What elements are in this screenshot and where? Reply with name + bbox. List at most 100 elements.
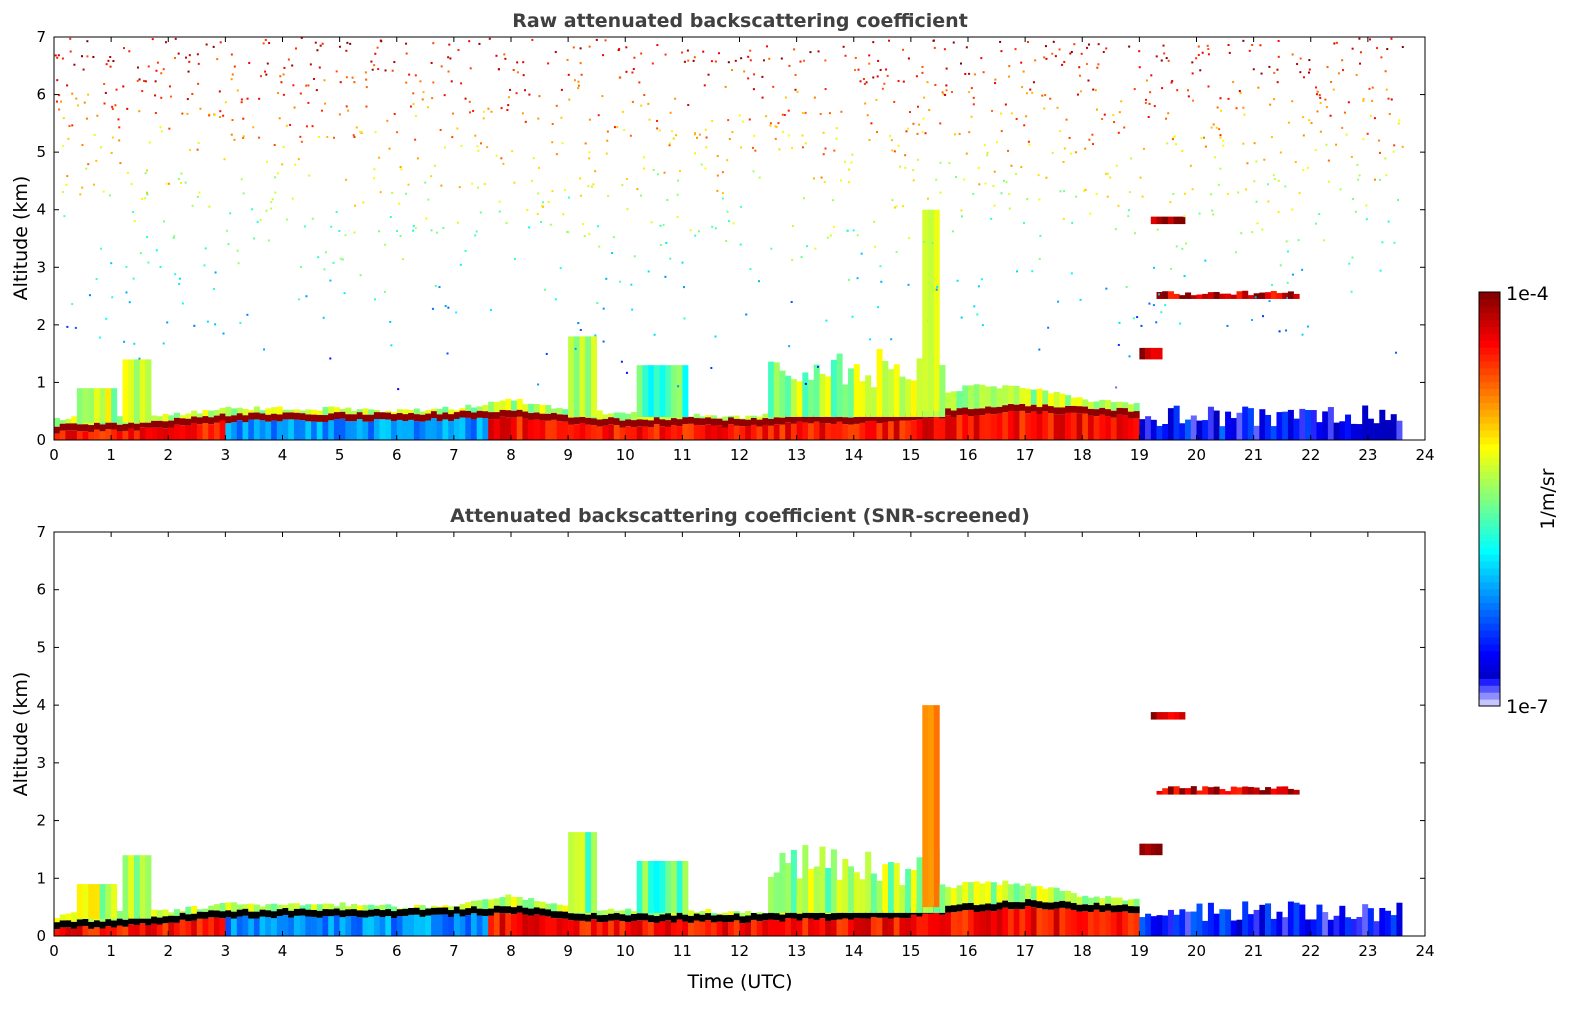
noise-pixel: [537, 193, 539, 195]
noise-pixel: [179, 278, 181, 280]
noise-pixel: [503, 53, 505, 55]
x-tick-label: 17: [1016, 446, 1035, 464]
pixel: [168, 916, 174, 923]
pixel: [602, 915, 608, 922]
noise-pixel: [785, 96, 787, 98]
noise-pixel: [1374, 117, 1376, 119]
noise-pixel: [1169, 201, 1171, 203]
noise-pixel: [339, 113, 341, 115]
pixel: [1139, 348, 1145, 360]
pixel: [620, 910, 626, 914]
pixel: [1059, 901, 1065, 908]
noise-pixel: [474, 135, 476, 137]
colorbar-cell: [1479, 651, 1500, 658]
noise-pixel: [946, 68, 948, 70]
pixel: [1025, 884, 1031, 900]
noise-pixel: [1117, 205, 1119, 207]
noise-pixel: [71, 303, 73, 305]
noise-pixel: [1362, 138, 1364, 140]
noise-pixel: [1277, 81, 1279, 83]
pixel: [642, 365, 648, 417]
noise-pixel: [424, 182, 426, 184]
pixel: [865, 919, 871, 936]
noise-pixel: [1086, 47, 1088, 49]
noise-pixel: [219, 110, 221, 112]
noise-pixel: [1038, 174, 1040, 176]
noise-pixel: [205, 247, 207, 249]
noise-pixel: [607, 131, 609, 133]
noise-pixel: [802, 112, 804, 114]
pixel: [254, 406, 260, 412]
pixel: [294, 909, 300, 916]
noise-pixel: [665, 54, 667, 56]
noise-pixel: [705, 146, 707, 148]
y-tick-label: 2: [36, 316, 46, 334]
pixel: [700, 922, 706, 936]
noise-pixel: [904, 167, 906, 169]
pixel: [1288, 291, 1294, 299]
y-tick-label: 7: [36, 523, 46, 541]
noise-pixel: [477, 150, 479, 152]
noise-pixel: [659, 225, 661, 227]
noise-pixel: [137, 80, 139, 82]
pixel: [1048, 910, 1054, 936]
pixel: [997, 885, 1003, 903]
pixel: [911, 870, 917, 913]
pixel: [774, 417, 780, 424]
pixel: [420, 422, 426, 440]
pixel: [277, 421, 283, 440]
pixel: [1259, 905, 1265, 936]
pixel: [54, 918, 60, 922]
noise-pixel: [1291, 209, 1293, 211]
pixel: [894, 364, 900, 417]
pixel: [71, 430, 77, 440]
pixel: [1282, 917, 1288, 936]
noise-pixel: [408, 184, 410, 186]
pixel: [791, 850, 797, 913]
noise-pixel: [740, 244, 742, 246]
noise-pixel: [1318, 213, 1320, 215]
pixel: [1305, 919, 1311, 936]
pixel: [214, 904, 220, 910]
noise-pixel: [873, 221, 875, 223]
noise-pixel: [320, 45, 322, 47]
pixel: [1094, 401, 1100, 409]
pixel: [174, 425, 180, 440]
pixel: [197, 912, 203, 919]
pixel: [951, 905, 957, 912]
noise-pixel: [562, 142, 564, 144]
noise-pixel: [410, 106, 412, 108]
snr-screened-panel: Attenuated backscattering coefficient (S…: [10, 505, 1435, 993]
pixel: [671, 923, 677, 936]
x-tick-label: 14: [844, 942, 863, 960]
noise-pixel: [567, 59, 569, 61]
noise-pixel: [506, 222, 508, 224]
pixel: [951, 888, 957, 905]
x-tick-label: 6: [392, 942, 402, 960]
noise-pixel: [96, 278, 98, 280]
noise-pixel: [694, 56, 696, 58]
noise-pixel: [649, 119, 651, 121]
pixel: [391, 907, 397, 912]
noise-pixel: [660, 244, 662, 246]
noise-pixel: [292, 84, 294, 86]
pixel: [340, 917, 346, 936]
pixel: [585, 922, 591, 936]
noise-pixel: [1176, 89, 1178, 91]
noise-pixel: [829, 112, 831, 114]
pixel: [1082, 407, 1088, 414]
noise-pixel: [346, 105, 348, 107]
noise-pixel: [665, 242, 667, 244]
pixel: [1236, 291, 1242, 299]
noise-pixel: [304, 225, 306, 227]
pixel: [734, 911, 740, 913]
pixel: [311, 410, 317, 415]
noise-pixel: [430, 175, 432, 177]
noise-pixel: [580, 329, 582, 331]
noise-pixel: [1112, 114, 1114, 116]
noise-pixel: [166, 321, 168, 323]
pixel: [631, 914, 637, 921]
colorbar-cell: [1479, 389, 1500, 396]
noise-pixel: [1027, 41, 1029, 43]
